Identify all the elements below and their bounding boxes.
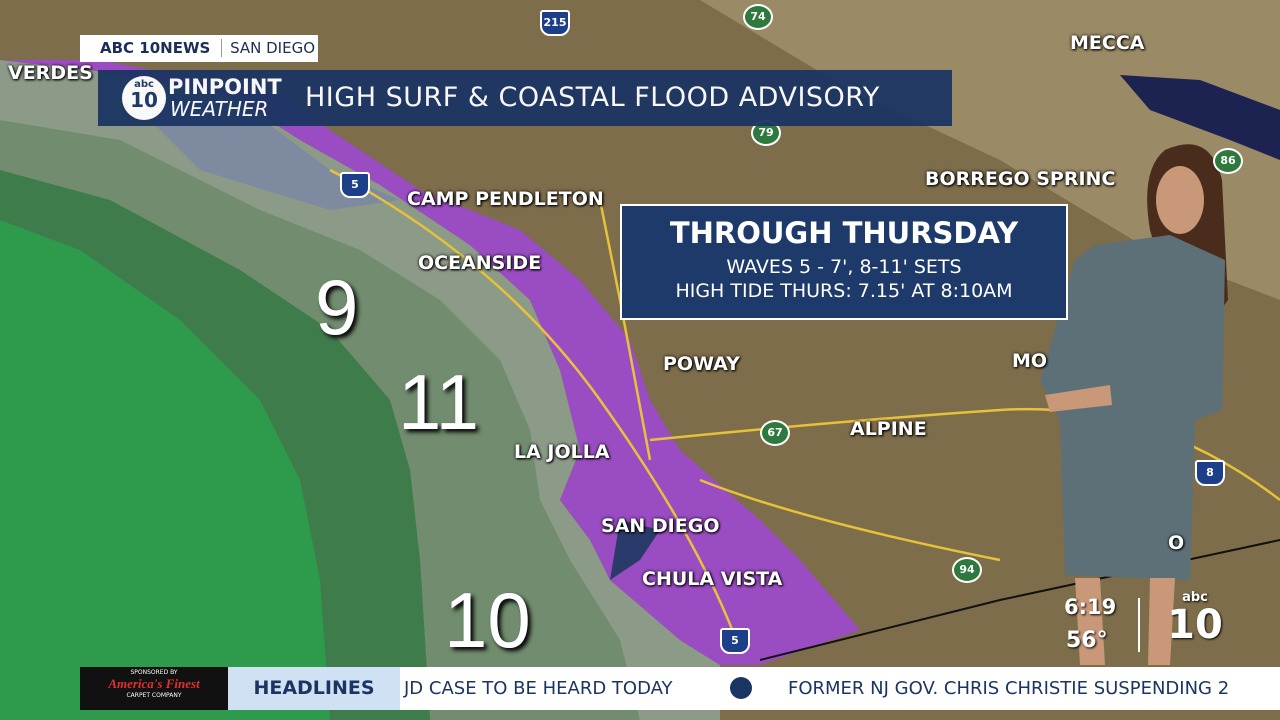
info-box: THROUGH THURSDAY WAVES 5 - 7', 8-11' SET…	[620, 204, 1068, 320]
sponsor-name: America's Finest	[108, 676, 200, 691]
ocean-far	[0, 220, 330, 720]
sponsor-box: SPONSORED BY America's Finest CARPET COM…	[80, 667, 228, 710]
place-label: MO	[1012, 350, 1048, 372]
logo-abc: abc	[134, 79, 154, 90]
ticker-bar: SPONSORED BY America's Finest CARPET COM…	[80, 667, 1280, 710]
divider	[1138, 598, 1140, 652]
ticker-item: FORMER NJ GOV. CHRIS CHRISTIE SUSPENDING…	[788, 678, 1230, 699]
highway-shield: 86	[1213, 148, 1243, 174]
presenter-hand	[1045, 385, 1112, 412]
logo-badge: abc 10	[122, 76, 166, 120]
place-label: VERDES	[8, 62, 93, 84]
highway-shield: 74	[743, 4, 773, 30]
info-line: WAVES 5 - 7', 8-11' SETS	[726, 256, 962, 278]
place-label: CAMP PENDLETON	[407, 188, 604, 210]
place-label: MECCA	[1070, 32, 1145, 54]
highway-shield: 8	[1195, 460, 1225, 486]
info-title: THROUGH THURSDAY	[669, 216, 1019, 250]
advisory-zone	[0, 60, 860, 665]
clock-time: 6:19	[1064, 595, 1117, 619]
brand-top: PINPOINT	[168, 75, 282, 99]
network-name: ABC 10NEWS	[100, 39, 211, 57]
san-diego-bay	[610, 520, 660, 580]
place-label: LA JOLLA	[514, 441, 610, 463]
wave-height: 10	[444, 576, 531, 664]
brand-bottom: WEATHER	[170, 97, 269, 121]
corner-logo-number: 10	[1167, 602, 1223, 648]
wave-height: 9	[315, 263, 359, 351]
corner-logo-abc: abc	[1182, 590, 1208, 605]
place-label: ALPINE	[850, 418, 927, 440]
sponsor-label: SPONSORED BY	[130, 669, 178, 676]
place-label: POWAY	[663, 353, 740, 375]
place-label: CHULA VISTA	[642, 568, 783, 590]
highway-shield: 5	[720, 628, 750, 654]
wave-height: 11	[398, 358, 479, 446]
presenter-dress	[1040, 235, 1225, 580]
highway-shield: 215	[540, 10, 570, 36]
highway-shield: 5	[340, 172, 370, 198]
temperature: 56°	[1066, 628, 1108, 653]
presenter-face	[1156, 166, 1204, 234]
ticker-item: JD CASE TO BE HEARD TODAY	[404, 678, 673, 699]
info-line: HIGH TIDE THURS: 7.15' AT 8:10AM	[675, 280, 1013, 302]
salton-sea	[1120, 75, 1280, 160]
sponsor-sub: CARPET COMPANY	[126, 692, 182, 699]
headline-title: HIGH SURF & COASTAL FLOOD ADVISORY	[305, 82, 880, 113]
place-label: SAN DIEGO	[601, 515, 720, 537]
headline-bar: abc 10 PINPOINT WEATHER HIGH SURF & COAS…	[98, 70, 952, 126]
station-tag: ABC 10NEWS SAN DIEGO	[80, 35, 318, 62]
highway-shield: 94	[952, 557, 982, 583]
station-location: SAN DIEGO	[221, 39, 316, 57]
corner-logo: abc 10	[1162, 590, 1228, 656]
place-label: OCEANSIDE	[418, 252, 542, 274]
ticker-section: HEADLINES	[228, 667, 400, 710]
logo-number: 10	[130, 88, 158, 112]
place-label: O	[1168, 532, 1185, 554]
highway-shield: 67	[760, 420, 790, 446]
place-label: BORREGO SPRINC	[925, 168, 1116, 190]
presenter-legs	[1075, 578, 1175, 665]
ticker-separator	[730, 677, 752, 699]
